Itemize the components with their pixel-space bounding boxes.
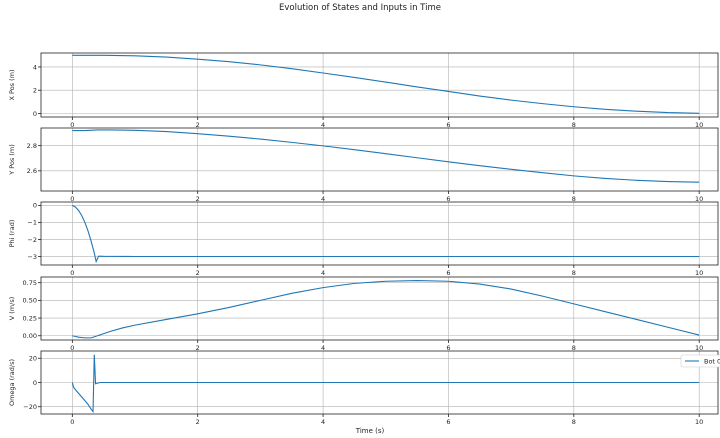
series-line-1: [71, 354, 700, 414]
y-tick-label: 20: [29, 355, 37, 363]
subplot-4: 0 2 4 6 8 10 0.00 0.25 0.50 0.75 V (m/s): [8, 276, 719, 352]
subplot-2: 0 2 4 6 8 10 2.6 2.8 Y Pos (m): [8, 127, 719, 203]
x-tick-label: 4: [321, 121, 325, 129]
x-tick-label: 8: [572, 195, 576, 203]
series-line-1: [72, 54, 700, 114]
subplot-5: 0 2 4 6 8 10 −20 0 20 Omega (rad/s) Bot 0: [8, 350, 720, 426]
y-tick-label: 0.00: [23, 332, 37, 340]
y-tick-label: 0: [33, 110, 37, 118]
x-tick-label: 8: [572, 269, 576, 277]
y-tick-label: 4: [33, 63, 37, 71]
y-tick-label: 0.75: [23, 279, 37, 287]
x-tick-label: 2: [196, 121, 200, 129]
legend-box: [680, 354, 720, 368]
y-tick-label: 2.8: [27, 142, 37, 150]
plot-frame: [40, 276, 719, 341]
plot-frame: [40, 201, 719, 266]
x-tick-label: 6: [446, 344, 450, 352]
series-line-1: [72, 129, 700, 183]
subplot-3: 0 2 4 6 8 10 −3 −2 −1 0 Phi (rad): [8, 201, 719, 277]
figure-title: Evolution of States and Inputs in Time: [279, 3, 441, 13]
y-tick-label: 0.25: [23, 314, 37, 322]
y-tick-label: −3: [27, 253, 37, 261]
x-tick-label: 0: [70, 418, 74, 426]
y-axis-label: Omega (rad/s): [8, 359, 16, 406]
x-tick-label: 8: [572, 418, 576, 426]
x-tick-label: 4: [321, 195, 325, 203]
y-tick-label: −20: [23, 403, 37, 411]
y-tick-label: 0: [33, 379, 37, 387]
y-axis-label: Phi (rad): [8, 220, 16, 248]
plot-frame: [40, 52, 719, 118]
series-line-1: [72, 279, 700, 339]
y-tick-label: 0: [33, 202, 37, 210]
y-tick-label: 2.6: [27, 167, 37, 175]
y-tick-label: 2: [33, 87, 37, 95]
subplot-1: 0 2 4 6 8 10 0 2 4 X Pos (m): [8, 52, 719, 129]
y-axis-label: Y Pos (m): [8, 144, 16, 176]
x-tick-label: 8: [572, 121, 576, 129]
x-tick-label: 4: [321, 418, 325, 426]
x-tick-label: 0: [70, 195, 74, 203]
x-tick-label: 8: [572, 344, 576, 352]
legend: Bot 0: [680, 354, 720, 368]
x-tick-label: 6: [446, 121, 450, 129]
plot-frame: [40, 127, 719, 192]
x-tick-label: 2: [196, 418, 200, 426]
x-tick-label: 10: [695, 121, 703, 129]
x-tick-label: 2: [196, 269, 200, 277]
x-axis-label: Time (s): [355, 427, 385, 435]
y-tick-label: −2: [27, 236, 37, 244]
x-tick-label: 6: [446, 418, 450, 426]
y-axis-label: V (m/s): [8, 297, 16, 321]
x-tick-label: 6: [446, 269, 450, 277]
x-tick-label: 2: [196, 195, 200, 203]
y-tick-label: 0.50: [23, 297, 37, 305]
x-tick-label: 4: [321, 344, 325, 352]
x-tick-label: 10: [695, 344, 703, 352]
y-axis-label: X Pos (m): [8, 69, 16, 100]
y-tick-label: −1: [27, 219, 37, 227]
x-tick-label: 2: [196, 344, 200, 352]
x-tick-label: 0: [70, 269, 74, 277]
x-tick-label: 4: [321, 269, 325, 277]
legend-label: Bot 0: [704, 358, 720, 366]
x-tick-label: 0: [70, 121, 74, 129]
series-line-1: [72, 204, 700, 264]
x-tick-label: 10: [695, 269, 703, 277]
x-tick-label: 6: [446, 195, 450, 203]
x-tick-label: 10: [695, 195, 703, 203]
x-tick-label: 10: [695, 418, 703, 426]
x-tick-label: 0: [70, 344, 74, 352]
